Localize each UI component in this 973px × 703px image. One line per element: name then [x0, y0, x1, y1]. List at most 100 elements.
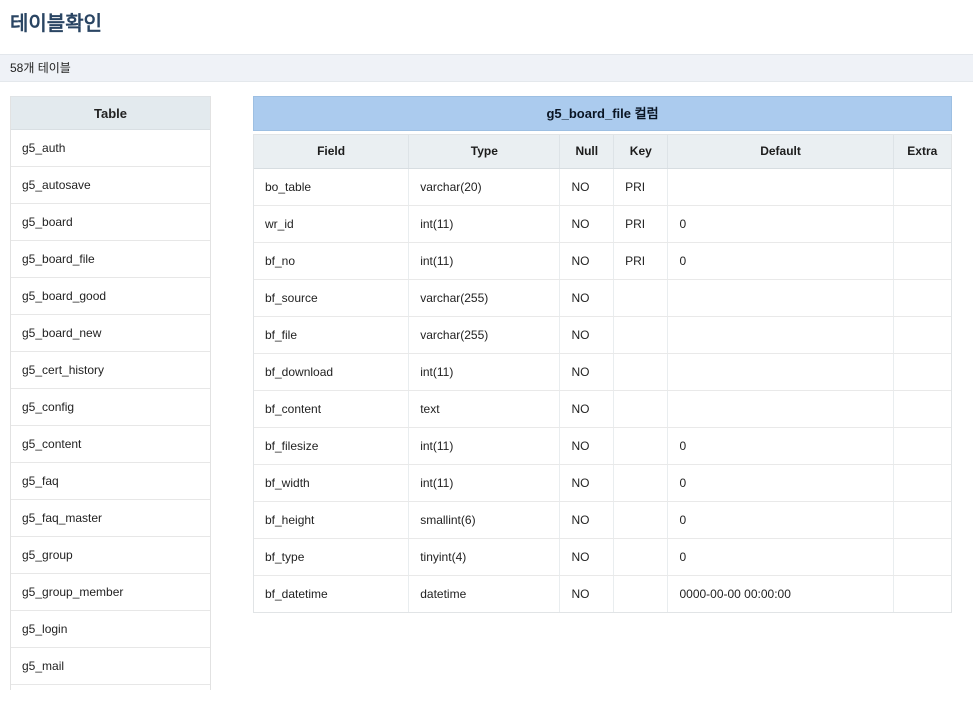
columns-caption: g5_board_file 컬럼 — [253, 96, 952, 131]
cell-default — [667, 279, 894, 317]
table-list-item[interactable]: g5_cert_history — [11, 352, 210, 389]
cell-extra — [892, 390, 951, 428]
cell-null: NO — [559, 575, 614, 612]
cell-extra — [892, 464, 951, 502]
cell-key — [613, 501, 668, 539]
content-area: Table g5_auth g5_autosave g5_board g5_board… — [0, 96, 973, 690]
cell-null: NO — [559, 242, 614, 280]
table-row: bf_datetime datetime NO 0000-00-00 00:00:00 — [254, 575, 951, 612]
table-row: bf_filesize int(11) NO 0 — [254, 427, 951, 465]
cell-type: int(11) — [408, 353, 560, 391]
table-list: g5_auth g5_autosave g5_board g5_board_file g… — [11, 130, 210, 690]
table-list-item[interactable] — [11, 685, 210, 690]
table-list-item[interactable]: g5_login — [11, 611, 210, 648]
cell-field: bf_source — [254, 279, 409, 317]
table-list-item[interactable]: g5_group_member — [11, 574, 210, 611]
cell-field: bf_file — [254, 316, 409, 354]
cell-null: NO — [559, 205, 614, 243]
cell-key — [613, 316, 668, 354]
table-list-item[interactable]: g5_config — [11, 389, 210, 426]
columns-panel: g5_board_file 컬럼 Field Type Null Key Default… — [253, 96, 952, 613]
cell-type: smallint(6) — [408, 501, 560, 539]
cell-null: NO — [559, 538, 614, 576]
cell-field: bf_filesize — [254, 427, 409, 465]
table-list-item[interactable]: g5_group — [11, 537, 210, 574]
cell-null: NO — [559, 168, 614, 206]
cell-field: bf_content — [254, 390, 409, 428]
cell-extra — [892, 353, 951, 391]
column-header-default: Default — [667, 135, 894, 169]
table-row: bf_source varchar(255) NO — [254, 279, 951, 317]
table-row: wr_id int(11) NO PRI 0 — [254, 205, 951, 243]
cell-null: NO — [559, 316, 614, 354]
cell-default: 0 — [667, 464, 894, 502]
cell-field: bf_download — [254, 353, 409, 391]
cell-extra — [892, 501, 951, 539]
cell-key — [613, 575, 668, 612]
cell-type: datetime — [408, 575, 560, 612]
cell-extra — [892, 427, 951, 465]
table-list-panel: Table g5_auth g5_autosave g5_board g5_board… — [10, 96, 211, 690]
cell-key: PRI — [613, 205, 668, 243]
cell-extra — [892, 538, 951, 576]
table-list-item[interactable]: g5_board_new — [11, 315, 210, 352]
cell-type: int(11) — [408, 205, 560, 243]
cell-extra — [892, 242, 951, 280]
cell-key — [613, 279, 668, 317]
table-list-item[interactable]: g5_board_good — [11, 278, 210, 315]
cell-type: varchar(255) — [408, 279, 560, 317]
cell-default: 0 — [667, 242, 894, 280]
table-count-bar: 58개 테이블 — [0, 54, 973, 82]
cell-extra — [892, 575, 951, 612]
cell-extra — [892, 316, 951, 354]
cell-field: bo_table — [254, 168, 409, 206]
columns-table-wrap: Field Type Null Key Default Extra bo_table var… — [253, 134, 952, 613]
cell-field: wr_id — [254, 205, 409, 243]
cell-key — [613, 390, 668, 428]
table-row: bf_file varchar(255) NO — [254, 316, 951, 354]
cell-null: NO — [559, 501, 614, 539]
cell-default: 0 — [667, 205, 894, 243]
column-header-extra: Extra — [892, 135, 951, 169]
table-list-item[interactable]: g5_board — [11, 204, 210, 241]
table-row: bo_table varchar(20) NO PRI — [254, 168, 951, 206]
table-count-label: 58개 테이블 — [10, 61, 71, 75]
cell-extra — [892, 279, 951, 317]
cell-field: bf_no — [254, 242, 409, 280]
page-title: 테이블확인 — [10, 13, 102, 35]
cell-null: NO — [559, 279, 614, 317]
columns-table: Field Type Null Key Default Extra bo_table var… — [254, 135, 951, 612]
cell-type: varchar(255) — [408, 316, 560, 354]
table-list-item[interactable]: g5_board_file — [11, 241, 210, 278]
cell-null: NO — [559, 427, 614, 465]
cell-key — [613, 353, 668, 391]
cell-field: bf_datetime — [254, 575, 409, 612]
table-list-item[interactable]: g5_autosave — [11, 167, 210, 204]
cell-key: PRI — [613, 168, 668, 206]
cell-default: 0 — [667, 501, 894, 539]
cell-field: bf_width — [254, 464, 409, 502]
columns-header-row: Field Type Null Key Default Extra — [254, 135, 951, 169]
cell-default — [667, 316, 894, 354]
table-list-item[interactable]: g5_content — [11, 426, 210, 463]
cell-key: PRI — [613, 242, 668, 280]
table-list-item[interactable]: g5_faq_master — [11, 500, 210, 537]
cell-type: int(11) — [408, 464, 560, 502]
cell-type: varchar(20) — [408, 168, 560, 206]
cell-extra — [892, 205, 951, 243]
cell-default: 0 — [667, 538, 894, 576]
cell-key — [613, 427, 668, 465]
cell-type: text — [408, 390, 560, 428]
table-list-item[interactable]: g5_faq — [11, 463, 210, 500]
table-list-item[interactable]: g5_auth — [11, 130, 210, 167]
table-row: bf_content text NO — [254, 390, 951, 428]
table-row: bf_no int(11) NO PRI 0 — [254, 242, 951, 280]
table-list-item[interactable]: g5_mail — [11, 648, 210, 685]
cell-null: NO — [559, 464, 614, 502]
cell-extra — [892, 168, 951, 206]
cell-field: bf_height — [254, 501, 409, 539]
cell-default — [667, 390, 894, 428]
column-header-null: Null — [559, 135, 614, 169]
table-row: bf_height smallint(6) NO 0 — [254, 501, 951, 539]
table-list-header: Table — [11, 97, 210, 130]
